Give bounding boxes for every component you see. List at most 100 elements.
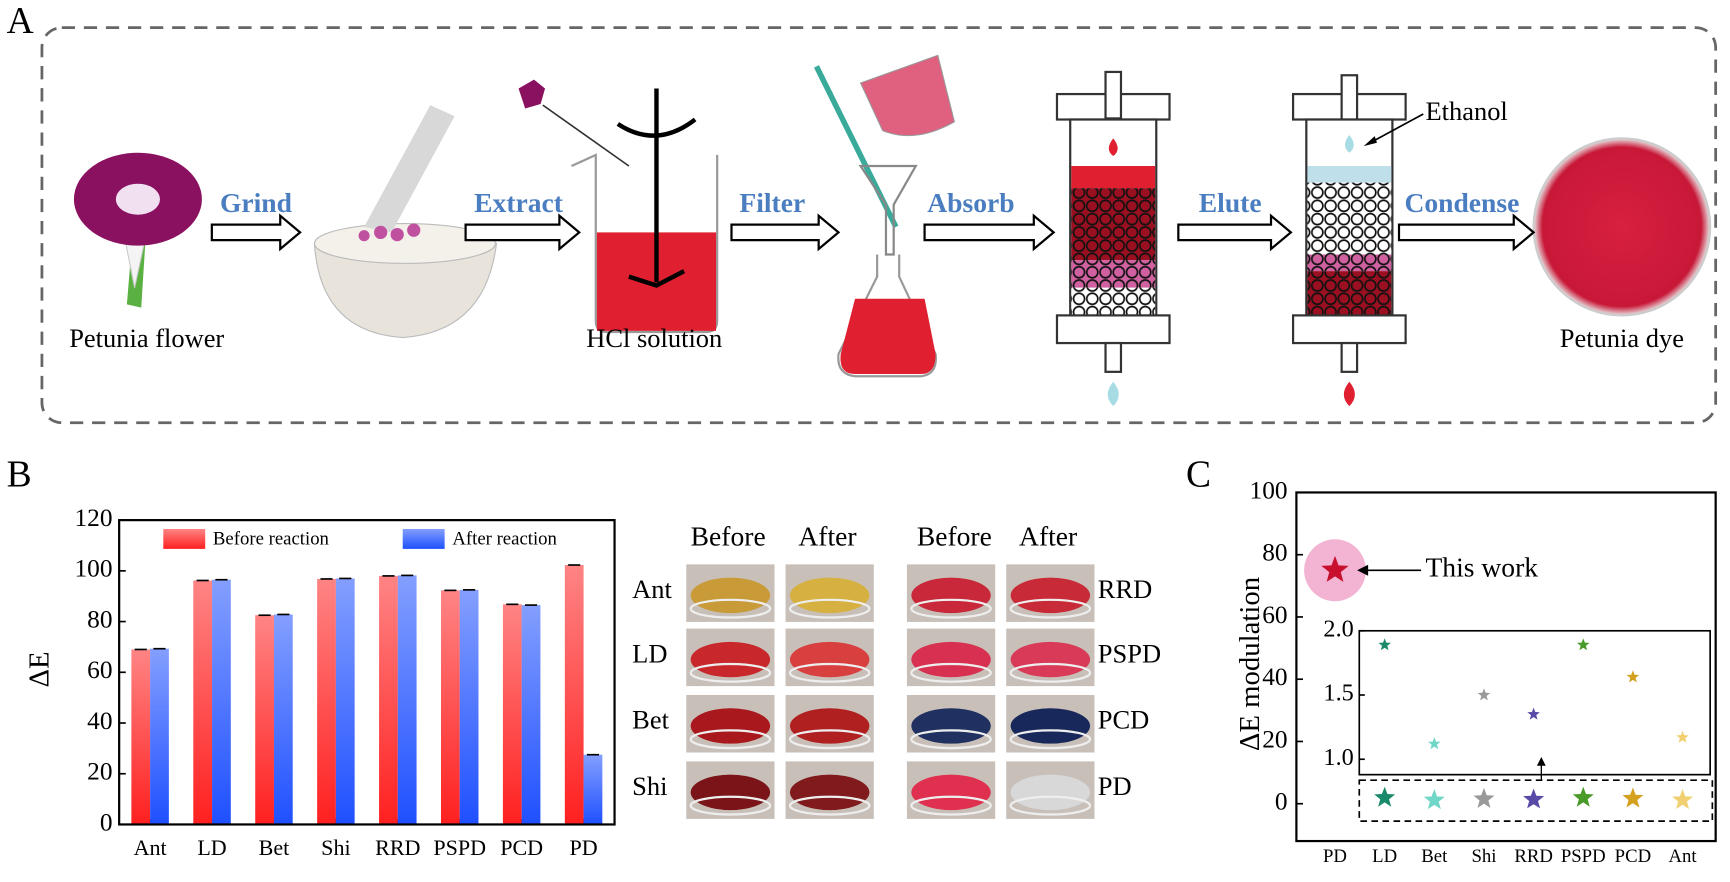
photo-rim [1009,662,1092,683]
bar [255,615,274,825]
x-tick-label: RRD [375,835,420,860]
photo-liquid [1010,577,1091,614]
y-tick-label: 20 [87,758,112,786]
photo-liquid [911,774,991,811]
column-elute [1291,74,1424,407]
photo-liquid [1010,641,1091,678]
photo-rim [788,795,871,816]
y-tick-label: 80 [1262,539,1287,567]
bar [459,589,479,825]
y-tick-label: 100 [74,555,112,583]
row-label: PCD [1098,705,1149,735]
photo-liquid [690,774,771,811]
photo-rim [910,662,992,683]
star-point [1622,787,1644,808]
bar [317,578,336,825]
photo-rim [788,598,871,619]
photo-rim [689,795,772,816]
flow-arrow [464,213,581,252]
panel-label: B [7,455,32,496]
bar [521,605,541,825]
star-point [1321,555,1349,582]
y-tick-label: 2.0 [1323,615,1353,642]
photo-liquid [911,641,991,678]
flow-arrow [730,213,841,252]
action-label: Filter [739,187,805,218]
column-header: After [798,520,856,551]
bar [131,649,151,825]
column-header: After [1019,520,1077,551]
flow-arrow [1177,213,1293,252]
annotation: Ethanol [1425,96,1507,126]
y-tick-label: 60 [1262,601,1287,629]
x-tick-label: Bet [1421,846,1448,867]
bar [583,754,603,825]
y-tick-label: 0 [1275,788,1288,816]
x-tick-label: RRD [1514,846,1553,867]
flow-arrow [923,213,1056,252]
y-axis-label: ΔE [24,651,56,687]
y-tick-label: 40 [87,707,112,735]
row-label: PSPD [1098,638,1161,668]
row-label: PD [1098,771,1132,801]
plot-frame [118,519,616,826]
x-tick-label: PCD [500,835,543,860]
stage-label: Petunia flower [69,323,224,353]
star-point [1672,789,1694,809]
dashed-box [1358,779,1714,822]
legend-swatch [163,528,206,549]
photo-rim [689,662,772,683]
y-tick-label: 40 [1262,663,1287,691]
inset-star-point [1576,638,1590,651]
action-label: Extract [474,187,564,218]
panel-label: C [1186,455,1211,496]
dashed-frame [40,26,1718,425]
row-label: Bet [632,705,669,735]
bar [193,580,213,825]
bar [440,590,460,825]
star-point [1473,787,1495,808]
legend-label: After reaction [452,528,557,549]
photo-rim [1009,795,1092,816]
filter-flask [813,54,956,378]
bar [502,604,522,825]
bar [212,579,231,825]
column-header: Before [691,520,766,551]
y-tick-label: 20 [1262,725,1287,753]
row-label: LD [632,638,667,668]
photo-liquid [690,708,771,744]
inset-star-point [1378,638,1391,651]
y-tick-label: 120 [74,504,112,532]
star-point [1423,789,1445,810]
photo-rim [689,598,772,619]
bar [379,575,398,825]
photo-liquid [789,774,870,811]
inset-star-point [1527,707,1540,720]
x-tick-label: PD [569,835,597,860]
photo-liquid [789,577,870,614]
legend-label: Before reaction [213,528,330,549]
x-tick-label: PSPD [1561,846,1606,867]
bar [273,614,293,825]
inset-star-point [1428,737,1441,750]
photo-rim [1009,598,1092,619]
x-tick-label: PSPD [433,835,486,860]
y-tick-label: 0 [100,808,113,836]
action-label: Grind [220,187,293,218]
photo-rim [788,662,871,683]
star-point [1572,786,1594,807]
photo-liquid [789,641,870,678]
y-tick-label: 100 [1250,476,1288,504]
column-header: Before [917,520,992,551]
inset-frame [1358,629,1711,776]
photo-rim [910,598,992,619]
y-axis-label: ΔE modulation [1234,577,1266,751]
action-label: Condense [1404,187,1519,218]
photo-liquid [911,577,991,614]
row-label: Ant [632,574,672,604]
inset-star-point [1626,670,1640,683]
flow-arrow [210,213,302,252]
mortar [313,105,498,339]
star-point [1374,786,1396,807]
